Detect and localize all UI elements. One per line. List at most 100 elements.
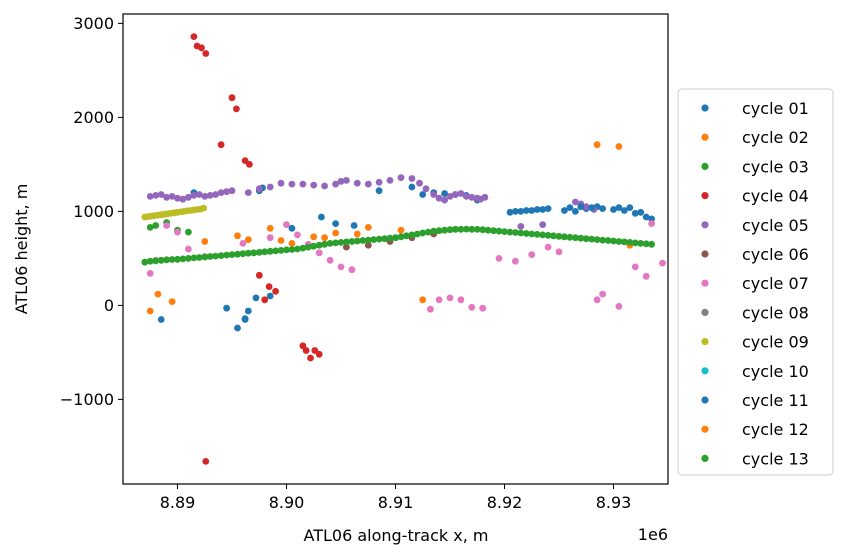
data-point-cycle-07: [326, 256, 334, 264]
data-point-cycle-05: [441, 196, 448, 204]
data-point-cycle-05: [168, 193, 176, 200]
data-point-cycle-11: [522, 207, 530, 214]
y-tick-label: −1000: [60, 390, 114, 409]
data-point-cycle-05: [386, 177, 394, 184]
data-point-cycle-02: [615, 143, 623, 150]
data-point-cycle-13: [386, 234, 394, 242]
data-point-cycle-13: [462, 225, 470, 233]
legend-label: cycle 11: [742, 391, 809, 410]
data-point-cycle-01: [375, 187, 383, 195]
data-point-cycle-07: [479, 304, 487, 312]
data-point-cycle-04: [233, 105, 240, 113]
data-point-cycle-01: [648, 215, 655, 223]
data-point-cycle-13: [626, 239, 634, 246]
data-point-cycle-05: [481, 193, 489, 201]
legend-marker: [701, 279, 709, 287]
data-point-cycle-13: [234, 250, 241, 258]
data-point-cycle-13: [424, 228, 432, 236]
data-point-cycle-13: [446, 226, 454, 234]
data-point-cycle-01: [157, 316, 165, 323]
data-point-cycle-02: [593, 141, 601, 149]
data-point-cycle-05: [452, 191, 459, 198]
data-point-cycle-13: [283, 246, 290, 254]
data-point-cycle-13: [163, 256, 171, 264]
data-point-cycle-05: [179, 195, 187, 203]
data-point-cycle-13: [452, 225, 459, 233]
data-point-cycle-13: [370, 236, 378, 244]
data-point-cycle-13: [484, 226, 492, 234]
data-point-cycle-05: [310, 181, 318, 189]
data-point-cycle-05: [430, 191, 438, 198]
legend-label: cycle 10: [742, 362, 809, 381]
legend-frame: [677, 88, 834, 476]
data-point-cycle-13: [582, 235, 590, 243]
data-point-cycle-05: [435, 194, 443, 202]
data-point-cycle-05: [446, 193, 454, 200]
data-point-cycle-13: [495, 227, 503, 235]
legend-marker: [701, 396, 709, 404]
data-point-cycle-01: [332, 220, 339, 228]
data-point-cycle-01: [288, 224, 296, 232]
data-point-cycle-07: [457, 296, 465, 304]
data-point-cycle-02: [332, 229, 339, 237]
x-tick-label: 8.92: [487, 493, 523, 512]
data-point-cycle-13: [544, 232, 552, 239]
data-point-cycle-13: [239, 250, 247, 258]
data-point-cycle-05: [174, 194, 181, 202]
data-point-cycle-05: [416, 179, 423, 187]
data-point-cycle-13: [539, 231, 547, 239]
data-point-cycle-04: [307, 354, 314, 362]
legend-label: cycle 09: [742, 333, 809, 352]
data-point-cycle-02: [146, 307, 154, 315]
data-point-cycle-05: [223, 188, 231, 196]
data-points-layer: [141, 33, 666, 465]
data-point-cycle-04: [302, 347, 310, 354]
data-point-cycle-09: [200, 204, 208, 212]
data-point-cycle-11: [621, 207, 628, 214]
x-axis-ticks: 8.89 8.90 8.91 8.92 8.93: [160, 484, 631, 512]
data-point-cycle-05: [539, 221, 547, 229]
data-point-cycle-11: [588, 204, 596, 212]
data-point-cycle-01: [506, 208, 514, 216]
data-point-cycle-04: [311, 347, 319, 354]
data-point-cycle-01: [266, 292, 274, 300]
data-point-cycle-01: [626, 204, 634, 212]
data-point-cycle-05: [397, 174, 405, 182]
data-point-cycle-13: [528, 230, 536, 238]
data-point-cycle-01: [244, 307, 252, 315]
legend-marker: [701, 425, 709, 433]
data-point-cycle-07: [146, 270, 154, 277]
data-point-cycle-04: [272, 287, 279, 295]
data-point-cycle-06: [343, 243, 350, 251]
data-point-cycle-05: [321, 182, 328, 190]
data-point-cycle-05: [332, 180, 339, 188]
data-point-cycle-13: [473, 226, 481, 233]
data-point-cycle-12: [321, 234, 328, 242]
data-point-cycle-12: [244, 236, 252, 244]
data-point-cycle-05: [190, 192, 198, 199]
data-point-cycle-02: [201, 238, 209, 245]
data-point-cycle-05: [337, 177, 345, 185]
data-point-cycle-05: [422, 185, 430, 193]
data-point-cycle-13: [217, 252, 225, 259]
legend-label: cycle 07: [742, 274, 809, 293]
data-point-cycle-05: [157, 191, 165, 198]
data-point-cycle-13: [381, 235, 388, 243]
data-point-cycle-07: [239, 240, 247, 247]
data-point-cycle-13: [637, 240, 645, 247]
data-point-cycle-02: [419, 296, 427, 304]
data-point-cycle-07: [468, 303, 476, 311]
data-point-cycle-05: [468, 193, 476, 201]
data-point-cycle-11: [631, 209, 639, 217]
data-point-cycle-13: [577, 234, 585, 242]
x-tick-label: 8.90: [269, 493, 305, 512]
data-point-cycle-04: [198, 44, 205, 52]
data-point-cycle-04: [202, 50, 210, 57]
data-point-cycle-13: [561, 233, 568, 241]
legend-marker: [701, 454, 709, 462]
legend-marker: [701, 367, 709, 375]
data-point-cycle-13: [223, 251, 231, 259]
data-point-cycle-07: [512, 257, 519, 265]
data-point-cycle-05: [146, 193, 154, 200]
legend-marker: [701, 308, 709, 316]
